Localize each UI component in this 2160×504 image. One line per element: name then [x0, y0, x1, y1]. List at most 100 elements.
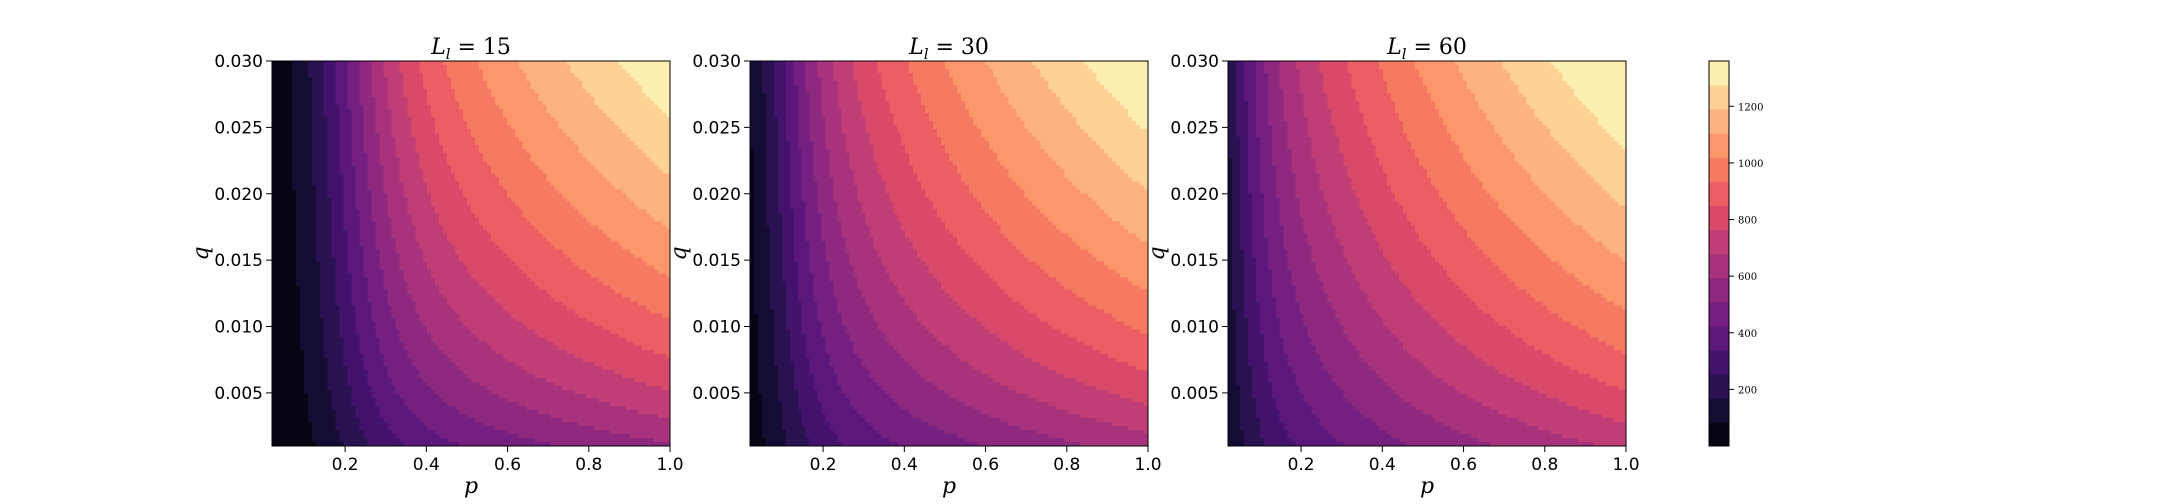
contour-cell — [618, 189, 623, 194]
contour-cell — [518, 89, 524, 94]
contour-cell — [490, 77, 496, 82]
contour-cell — [287, 245, 293, 251]
contour-cell — [347, 185, 353, 190]
contour-cell — [506, 233, 512, 239]
contour-cell — [602, 73, 607, 78]
contour-cell — [614, 89, 619, 94]
contour-cell — [538, 193, 544, 198]
contour-cell — [303, 229, 309, 235]
contour-cell — [323, 109, 329, 114]
contour-cell — [502, 253, 508, 259]
contour-cell — [474, 189, 480, 194]
contour-cell — [299, 113, 305, 118]
contour-cell — [471, 141, 476, 146]
contour-cell — [510, 221, 516, 227]
contour-cell — [387, 65, 392, 70]
contour-cell — [439, 77, 444, 82]
contour-cell — [526, 89, 532, 94]
contour-cell — [379, 157, 385, 162]
contour-cell — [415, 181, 420, 186]
contour-cell — [638, 185, 643, 190]
contour-cell — [307, 213, 313, 219]
contour-cell — [351, 221, 357, 227]
contour-cell — [482, 237, 488, 243]
contour-cell — [486, 117, 492, 122]
contour-cell — [598, 125, 603, 130]
contour-cell — [339, 185, 345, 190]
contour-cell — [471, 113, 476, 118]
contour-cell — [371, 253, 377, 259]
contour-cell — [598, 101, 603, 106]
contour-cell — [506, 241, 512, 247]
contour-cell — [570, 105, 576, 110]
contour-cell — [554, 109, 560, 114]
contour-cell — [558, 97, 564, 102]
contour-cell — [570, 229, 576, 235]
contour-cell — [530, 253, 536, 259]
contour-cell — [630, 77, 635, 82]
contour-cell — [598, 213, 603, 219]
contour-cell — [303, 125, 309, 130]
contour-cell — [463, 225, 468, 231]
contour-cell — [275, 229, 281, 235]
contour-cell — [658, 169, 663, 174]
contour-cell — [323, 233, 329, 239]
contour-cell — [626, 197, 631, 202]
contour-cell — [662, 161, 667, 166]
contour-cell — [351, 77, 357, 82]
contour-cell — [602, 225, 607, 231]
contour-cell — [359, 177, 365, 182]
contour-cell — [307, 177, 313, 182]
contour-cell — [399, 177, 404, 182]
contour-cell — [574, 89, 580, 94]
contour-cell — [415, 145, 420, 150]
contour-cell — [558, 205, 564, 210]
contour-cell — [554, 89, 560, 94]
contour-cell — [506, 169, 512, 174]
contour-cell — [650, 257, 655, 263]
contour-cell — [558, 129, 564, 134]
contour-cell — [367, 169, 373, 174]
contour-cell — [538, 161, 544, 166]
contour-cell — [506, 177, 512, 182]
contour-cell — [471, 161, 476, 166]
contour-cell — [482, 209, 488, 214]
contour-cell — [554, 165, 560, 170]
contour-cell — [327, 153, 333, 158]
contour-cell — [399, 141, 404, 146]
contour-cell — [463, 161, 468, 166]
contour-cell — [518, 145, 524, 150]
contour-cell — [614, 121, 619, 126]
contour-cell — [323, 133, 329, 138]
contour-cell — [427, 121, 432, 126]
contour-cell — [494, 197, 500, 202]
contour-cell — [387, 109, 392, 114]
contour-cell — [303, 117, 309, 122]
contour-cell — [538, 245, 544, 251]
contour-cell — [363, 177, 369, 182]
contour-cell — [606, 177, 611, 182]
contour-cell — [506, 69, 512, 74]
contour-cell — [427, 145, 432, 150]
contour-cell — [614, 237, 619, 243]
contour-cell — [295, 61, 301, 66]
contour-cell — [295, 245, 301, 251]
contour-cell — [578, 257, 584, 263]
contour-cell — [435, 77, 440, 82]
contour-cell — [435, 93, 440, 98]
contour-cell — [279, 149, 285, 154]
contour-cell — [447, 85, 452, 90]
contour-cell — [662, 69, 667, 74]
contour-cell — [578, 209, 584, 214]
contour-cell — [375, 137, 381, 142]
contour-cell — [403, 245, 408, 251]
contour-cell — [562, 137, 568, 142]
contour-cell — [490, 65, 496, 70]
contour-cell — [498, 153, 504, 158]
contour-cell — [650, 197, 655, 202]
contour-cell — [351, 161, 357, 166]
contour-cell — [654, 61, 659, 66]
contour-cell — [303, 209, 309, 214]
contour-cell — [451, 197, 456, 202]
contour-cell — [618, 113, 623, 118]
